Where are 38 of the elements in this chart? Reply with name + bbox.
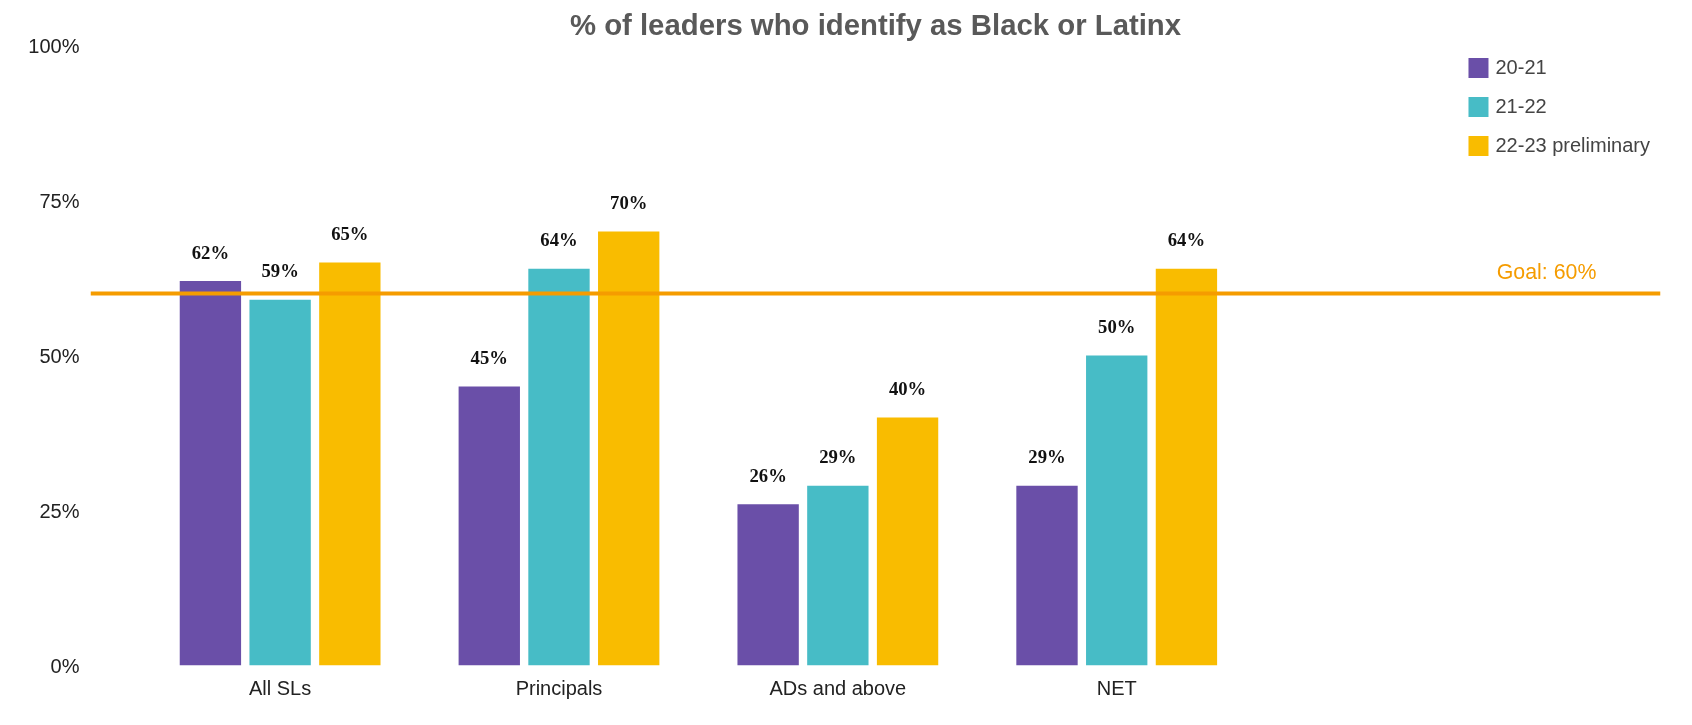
bar: [1016, 485, 1078, 666]
bar: [807, 485, 869, 666]
data-label: 29%: [819, 446, 857, 468]
data-label: 70%: [610, 191, 648, 213]
data-label: 65%: [331, 222, 369, 244]
bar: [319, 262, 381, 666]
bar: [1155, 268, 1218, 666]
data-label: 62%: [191, 241, 230, 263]
chart-title: % of leaders who identify as Black or Latinx: [569, 7, 1182, 41]
data-label: 40%: [888, 377, 927, 399]
y-tick-label: 50%: [39, 344, 80, 367]
x-tick-label: Principals: [515, 676, 603, 699]
legend-label: 21-22: [1495, 95, 1547, 118]
data-label: 64%: [540, 229, 578, 251]
legend-label: 20-21: [1495, 56, 1547, 79]
legend-label: 22-23 preliminary: [1495, 134, 1650, 157]
ref-line-label: Goal: 60%: [1496, 260, 1597, 285]
data-label: 50%: [1098, 315, 1136, 337]
bar: [737, 504, 799, 666]
bar: [598, 231, 660, 666]
y-tick-label: 25%: [39, 499, 80, 522]
data-label: 64%: [1167, 229, 1206, 251]
data-label: 26%: [749, 464, 787, 486]
bar: [1086, 355, 1148, 666]
data-label: 29%: [1028, 446, 1066, 468]
y-tick-label: 75%: [39, 189, 80, 212]
bar: [528, 268, 590, 666]
data-label: 45%: [470, 346, 508, 368]
y-tick-label: 0%: [50, 654, 80, 677]
x-tick-label: All SLs: [249, 676, 312, 699]
x-tick-label: NET: [1096, 676, 1137, 699]
data-label: 59%: [261, 260, 299, 282]
bar: [249, 299, 311, 666]
bar: [458, 386, 520, 666]
y-tick-label: 100%: [28, 34, 80, 57]
x-tick-label: ADs and above: [769, 676, 907, 699]
bar: [876, 417, 939, 666]
bar: [179, 281, 242, 666]
